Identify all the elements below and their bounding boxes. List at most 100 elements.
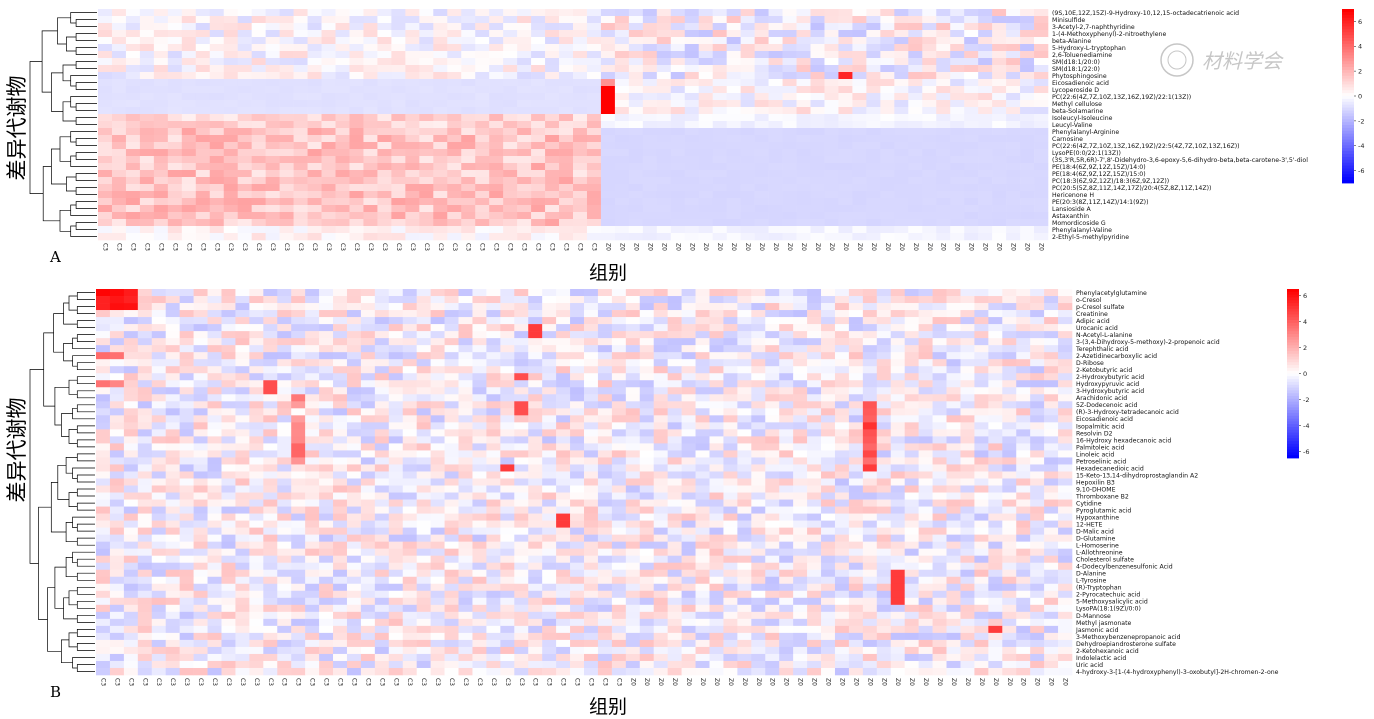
heatmap-cell bbox=[1002, 415, 1017, 423]
heatmap-cell bbox=[195, 170, 211, 178]
heatmap-cell bbox=[712, 37, 727, 45]
heatmap-cell bbox=[291, 520, 306, 528]
heatmap-cell bbox=[447, 135, 462, 143]
heatmap-cell bbox=[98, 37, 113, 45]
heatmap-cell bbox=[988, 324, 1003, 332]
heatmap-cell bbox=[179, 541, 194, 549]
heatmap-cell bbox=[684, 198, 700, 206]
heatmap-cell bbox=[545, 30, 560, 38]
heatmap-cell bbox=[305, 394, 320, 402]
heatmap-cell bbox=[796, 156, 811, 164]
heatmap-cell bbox=[528, 289, 543, 297]
heatmap-cell bbox=[139, 170, 155, 178]
heatmap-cell bbox=[642, 156, 658, 164]
heatmap-cell bbox=[894, 23, 909, 31]
heatmap-cell bbox=[1058, 338, 1073, 346]
heatmap-cell bbox=[824, 23, 839, 31]
heatmap-cell bbox=[472, 338, 487, 346]
heatmap-cell bbox=[1034, 65, 1049, 73]
heatmap-cell bbox=[625, 443, 641, 451]
heatmap-cell bbox=[153, 177, 169, 185]
heatmap-cell bbox=[1016, 457, 1031, 465]
heatmap-cell bbox=[263, 373, 278, 381]
heatmap-cell bbox=[139, 72, 155, 80]
heatmap-cell bbox=[223, 93, 239, 101]
heatmap-cell bbox=[834, 394, 850, 402]
heatmap-cell bbox=[416, 429, 431, 437]
heatmap-cell bbox=[978, 65, 993, 73]
heatmap-cell bbox=[597, 436, 613, 444]
heatmap-cell bbox=[223, 86, 239, 94]
heatmap-cell bbox=[388, 450, 404, 458]
heatmap-cell bbox=[109, 345, 125, 353]
heatmap-cell bbox=[848, 394, 864, 402]
heatmap-cell bbox=[291, 331, 306, 339]
heatmap-cell bbox=[556, 338, 571, 346]
heatmap-cell bbox=[472, 485, 487, 493]
heatmap-cell bbox=[862, 513, 878, 521]
heatmap-cell bbox=[388, 345, 404, 353]
heatmap-cell bbox=[305, 317, 320, 325]
heatmap-cell bbox=[517, 114, 532, 122]
heatmap-cell bbox=[559, 226, 574, 234]
heatmap-cell bbox=[908, 16, 923, 24]
heatmap-cell bbox=[556, 499, 571, 507]
heatmap-cell bbox=[848, 492, 864, 500]
heatmap-cell bbox=[265, 72, 280, 80]
heatmap-cell bbox=[1044, 303, 1059, 311]
heatmap-cell bbox=[684, 121, 700, 129]
heatmap-cell bbox=[559, 16, 574, 24]
heatmap-cell bbox=[894, 16, 909, 24]
colorbar-segment bbox=[1342, 122, 1354, 126]
heatmap-cell bbox=[291, 317, 306, 325]
heatmap-cell bbox=[726, 107, 741, 115]
heatmap-cell bbox=[936, 128, 951, 136]
heatmap-cell bbox=[779, 345, 794, 353]
heatmap-cell bbox=[1006, 163, 1021, 171]
heatmap-cell bbox=[709, 317, 724, 325]
heatmap-cell bbox=[279, 93, 294, 101]
heatmap-cell bbox=[346, 387, 362, 395]
heatmap-cell bbox=[391, 156, 406, 164]
heatmap-cell bbox=[754, 23, 769, 31]
heatmap-cell bbox=[908, 191, 923, 199]
heatmap-cell bbox=[890, 324, 905, 332]
heatmap-cell bbox=[1058, 527, 1073, 535]
heatmap-cell bbox=[321, 16, 336, 24]
heatmap-cell bbox=[151, 436, 167, 444]
heatmap-cell bbox=[824, 44, 839, 52]
heatmap-cell bbox=[726, 233, 741, 241]
heatmap-cell bbox=[377, 198, 392, 206]
heatmap-cell bbox=[628, 65, 644, 73]
heatmap-cell bbox=[936, 93, 951, 101]
heatmap-cell bbox=[419, 65, 434, 73]
heatmap-cell bbox=[321, 100, 336, 108]
heatmap-cell bbox=[918, 310, 933, 318]
heatmap-cell bbox=[768, 100, 783, 108]
heatmap-cell bbox=[265, 177, 280, 185]
heatmap-cell bbox=[653, 338, 668, 346]
heatmap-cell bbox=[363, 107, 378, 115]
heatmap-cell bbox=[293, 219, 308, 227]
heatmap-cell bbox=[1006, 9, 1021, 17]
heatmap-cell bbox=[405, 191, 420, 199]
heatmap-cell bbox=[98, 156, 113, 164]
heatmap-cell bbox=[542, 324, 557, 332]
heatmap-cell bbox=[740, 86, 755, 94]
heatmap-cell bbox=[653, 478, 668, 486]
heatmap-cell bbox=[684, 51, 700, 59]
heatmap-cell bbox=[223, 135, 239, 143]
heatmap-cell bbox=[98, 212, 113, 220]
heatmap-cell bbox=[391, 114, 406, 122]
heatmap-cell bbox=[139, 205, 155, 213]
heatmap-cell bbox=[319, 331, 334, 339]
heatmap-cell bbox=[251, 142, 266, 150]
heatmap-cell bbox=[249, 394, 264, 402]
heatmap-cell bbox=[388, 506, 404, 514]
heatmap-cell bbox=[876, 520, 892, 528]
heatmap-cell bbox=[1058, 513, 1073, 521]
heatmap-cell bbox=[433, 9, 448, 17]
heatmap-cell bbox=[151, 450, 167, 458]
heatmap-cell bbox=[447, 226, 462, 234]
heatmap-cell bbox=[821, 464, 836, 472]
